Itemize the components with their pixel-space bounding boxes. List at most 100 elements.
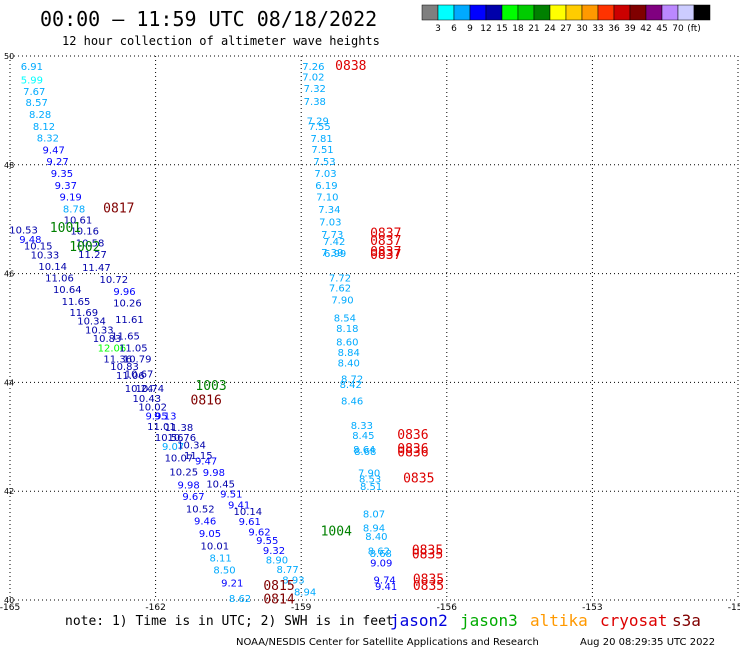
x-tick-label: -153 bbox=[582, 603, 602, 613]
colorbar-swatch bbox=[485, 4, 503, 21]
wave-height-label: 11.06 bbox=[45, 273, 74, 284]
wave-height-label: 9.46 bbox=[194, 517, 216, 528]
time-label: 0837 bbox=[370, 245, 401, 260]
time-label: 0836 bbox=[397, 442, 428, 457]
wave-height-label: 11.69 bbox=[69, 308, 98, 319]
wave-height-label: 8.54 bbox=[334, 314, 356, 325]
wave-height-label: 8.50 bbox=[213, 566, 235, 577]
wave-height-label: 7.03 bbox=[314, 169, 336, 180]
wave-height-label: 7.73 bbox=[321, 230, 343, 241]
colorbar-swatch bbox=[645, 4, 663, 21]
wave-height-label: 9.48 bbox=[19, 235, 41, 246]
time-label: 0835 bbox=[403, 472, 434, 487]
satellite-legend: jason2 jason3 altika cryosat s3a bbox=[390, 611, 701, 630]
wave-height-label: 8.62 bbox=[229, 594, 251, 605]
wave-height-label: 9.19 bbox=[60, 192, 82, 203]
colorbar-label: 42 bbox=[640, 24, 651, 34]
wave-height-label: 8.93 bbox=[282, 575, 304, 586]
legend-jason2: jason2 bbox=[390, 611, 448, 630]
wave-height-label: 7.03 bbox=[319, 217, 341, 228]
wave-height-label: 6.19 bbox=[315, 181, 337, 192]
wave-height-label: 9.67 bbox=[182, 492, 204, 503]
note-text: note: 1) Time is in UTC; 2) SWH is in fe… bbox=[65, 614, 394, 629]
wave-height-label: 6.91 bbox=[21, 62, 43, 73]
wave-height-label: 9.05 bbox=[199, 529, 221, 540]
colorbar-label: 24 bbox=[544, 24, 556, 34]
time-label: 0816 bbox=[191, 393, 222, 408]
colorbar-swatch bbox=[517, 4, 535, 21]
wave-height-label: 9.74 bbox=[374, 575, 396, 586]
time-label: 0817 bbox=[103, 201, 134, 216]
colorbar-label: 9 bbox=[467, 24, 473, 34]
wave-height-label: 7.55 bbox=[309, 122, 331, 133]
time-label: 0835 bbox=[413, 572, 444, 587]
wave-height-label: 7.29 bbox=[307, 117, 329, 128]
wave-height-label: 11.15 bbox=[184, 451, 213, 462]
colorbar: 3 6 9 12 15 18 21 24 27 30 33 36 39 42 45 70 (ft) bbox=[421, 4, 711, 34]
wave-height-label: 11.65 bbox=[111, 332, 140, 343]
wave-height-label: 11.27 bbox=[78, 250, 107, 261]
wave-height-label: 8.84 bbox=[338, 348, 360, 359]
wave-height-label: 8.42 bbox=[340, 380, 362, 391]
colorbar-swatch bbox=[597, 4, 615, 21]
time-label: 0835 bbox=[413, 579, 444, 594]
wave-height-label: 11.65 bbox=[62, 297, 91, 308]
colorbar-label: 70 bbox=[672, 24, 684, 34]
grid-lines bbox=[9, 55, 739, 601]
colorbar-label: 12 bbox=[480, 24, 491, 34]
wave-height-label: 11.47 bbox=[82, 263, 111, 274]
time-label: 0836 bbox=[397, 428, 428, 443]
wave-height-label: 9.51 bbox=[220, 489, 242, 500]
y-tick-label: 48 bbox=[4, 161, 14, 170]
time-label: 0815 bbox=[263, 579, 294, 594]
wave-height-label: 8.57 bbox=[26, 98, 48, 109]
wave-height-label: 10.43 bbox=[133, 394, 162, 405]
wave-height-label: 7.32 bbox=[304, 84, 326, 95]
legend-altika: altika bbox=[530, 611, 588, 630]
wave-height-label: 8.94 bbox=[363, 524, 385, 535]
wave-height-label: 10.02 bbox=[138, 402, 167, 413]
time-label: 0837 bbox=[370, 226, 401, 241]
wave-height-label: 11.38 bbox=[165, 423, 194, 434]
axes: -165 -162 -159 -156 -153 -150 40 42 44 46 48 50 bbox=[0, 52, 740, 613]
wave-height-label: 11.36 bbox=[103, 354, 132, 365]
wave-height-label: 7.62 bbox=[329, 284, 351, 295]
wave-height-label: 8.18 bbox=[336, 324, 358, 335]
wave-height-label: 10.33 bbox=[85, 326, 114, 337]
wave-height-label: 8.45 bbox=[352, 431, 374, 442]
y-tick-label: 50 bbox=[4, 52, 14, 61]
time-label: 0836 bbox=[397, 446, 428, 461]
colorbar-swatch bbox=[501, 4, 519, 21]
time-label: 0835 bbox=[412, 543, 443, 558]
wave-height-label: 9.09 bbox=[370, 558, 392, 569]
wave-height-label: 8.11 bbox=[210, 554, 232, 565]
wave-height-label: 7.34 bbox=[318, 205, 340, 216]
time-label: 1004 bbox=[321, 524, 352, 539]
colorbar-label: 27 bbox=[560, 24, 571, 34]
wave-height-label: 7.02 bbox=[302, 73, 324, 84]
wave-height-label: 8.53 bbox=[359, 475, 381, 486]
wave-height-label: 9.41 bbox=[375, 582, 397, 593]
y-tick-label: 40 bbox=[4, 596, 14, 605]
wave-height-label: 8.62 bbox=[368, 546, 390, 557]
x-tick-label: -156 bbox=[437, 603, 458, 613]
colorbar-label: 21 bbox=[528, 24, 539, 34]
wave-height-label: 9.32 bbox=[263, 546, 285, 557]
wave-height-label: 10.14 bbox=[38, 262, 67, 273]
wave-height-label: 9.98 bbox=[203, 468, 225, 479]
colorbar-swatch bbox=[469, 4, 487, 21]
colorbar-swatch bbox=[661, 4, 679, 21]
wave-height-label: 5.99 bbox=[21, 75, 43, 86]
colorbar-label: 6 bbox=[451, 24, 457, 34]
wave-height-label: 7.72 bbox=[329, 273, 351, 284]
wave-height-label: 7.10 bbox=[316, 192, 338, 203]
legend-jason3: jason3 bbox=[460, 611, 518, 630]
wave-height-label: 10.34 bbox=[177, 440, 206, 451]
colorbar-label: (ft) bbox=[687, 24, 701, 34]
wave-height-label: 11.05 bbox=[119, 344, 148, 355]
colorbar-label: 36 bbox=[608, 24, 620, 34]
wave-height-label: 9.47 bbox=[43, 146, 65, 157]
colorbar-swatch bbox=[693, 4, 711, 21]
